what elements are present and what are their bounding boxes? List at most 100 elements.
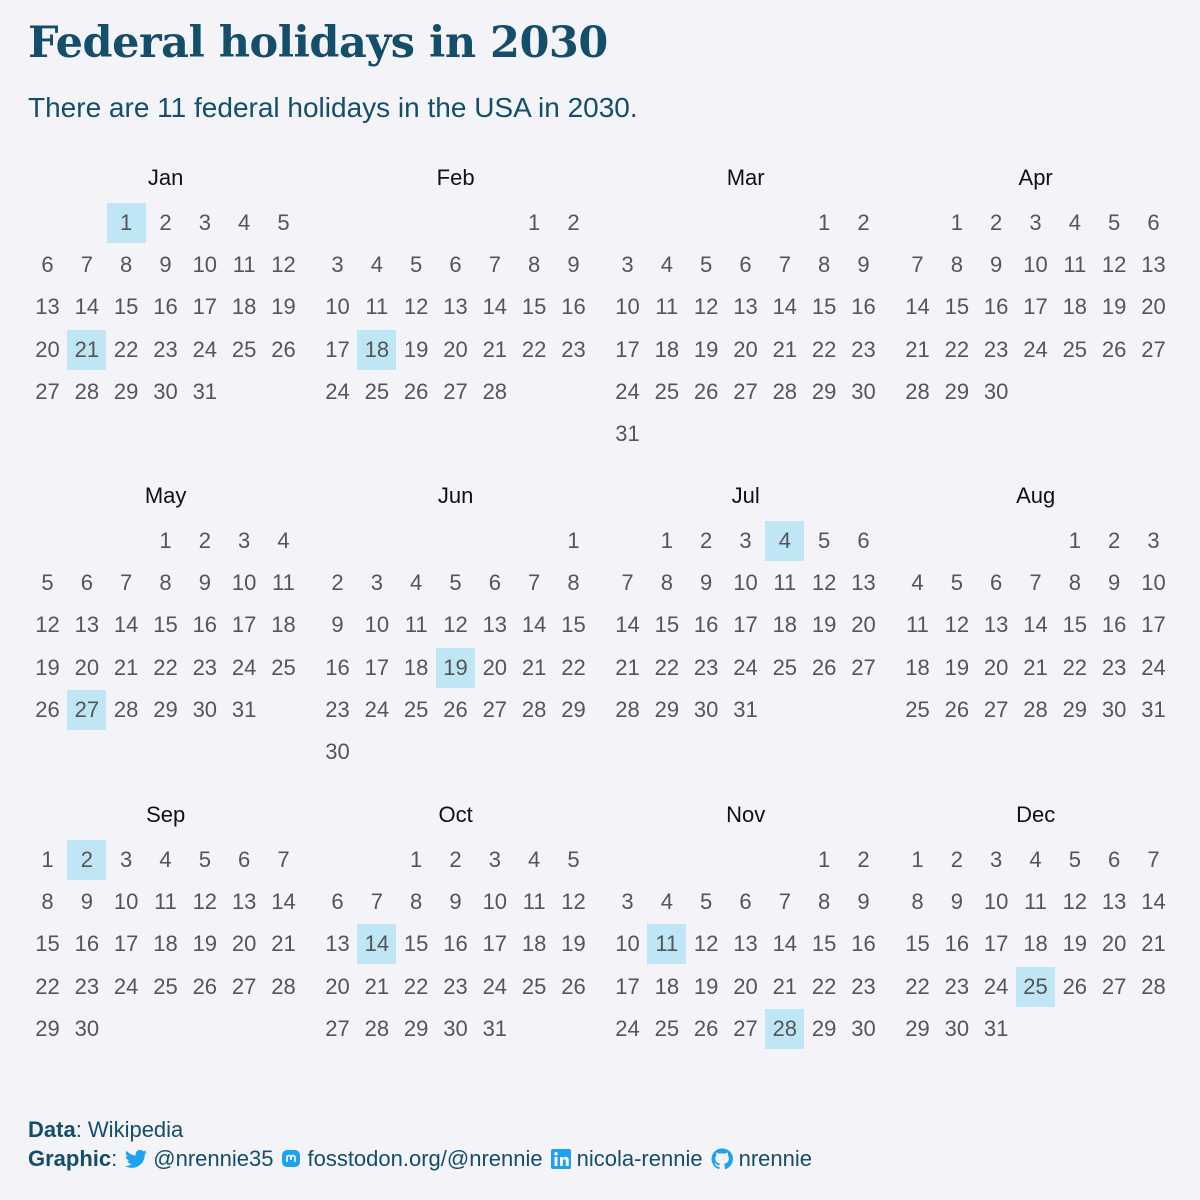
calendar-day: 18 xyxy=(153,931,178,957)
calendar-day: 11 xyxy=(272,570,295,596)
calendar-day: 22 xyxy=(403,973,429,999)
calendar-day: 5 xyxy=(277,210,290,235)
calendar-day: 5 xyxy=(1068,847,1081,872)
calendar-day: 25 xyxy=(654,378,680,404)
calendar-day: 20 xyxy=(983,654,1009,680)
calendar-day: 18 xyxy=(772,612,798,638)
calendar-day: 9 xyxy=(857,889,870,915)
calendar-day: 7 xyxy=(370,889,383,915)
holiday-day: 21 xyxy=(67,329,107,370)
calendar-day: 31 xyxy=(192,378,218,404)
calendar-day: 9 xyxy=(1108,570,1121,596)
calendar-day: 12 xyxy=(403,294,429,320)
calendar-day: 6 xyxy=(1108,847,1121,872)
calendar-day: 5 xyxy=(410,252,423,278)
month-title-apr: Apr xyxy=(1018,165,1053,190)
month-title-jun: Jun xyxy=(437,483,474,508)
calendar-day: 26 xyxy=(35,696,60,722)
graphic-label: Graphic xyxy=(28,1146,112,1171)
calendar-day: 7 xyxy=(1147,847,1160,872)
month-title-jan: Jan xyxy=(147,165,184,190)
calendar-day: 5 xyxy=(950,570,963,596)
calendar-day: 2 xyxy=(857,210,870,235)
calendar-day: 21 xyxy=(271,931,296,957)
calendar-day: 29 xyxy=(654,696,680,722)
calendar-day: 5 xyxy=(449,570,462,596)
calendar-day: 15 xyxy=(654,612,680,638)
calendar-day: 23 xyxy=(74,973,100,999)
calendar-day: 25 xyxy=(772,654,798,680)
calendar-day: 18 xyxy=(271,612,296,638)
calendar-day: 10 xyxy=(733,570,758,596)
calendar-day: 13 xyxy=(733,931,758,957)
calendar-day: 2 xyxy=(331,570,344,596)
calendar-day: 26 xyxy=(693,1015,719,1041)
month-title-nov: Nov xyxy=(726,802,766,827)
calendar-day: 8 xyxy=(1068,570,1081,596)
calendar-day: 8 xyxy=(818,889,831,915)
calendar-day: 28 xyxy=(772,378,798,404)
calendar-day: 7 xyxy=(277,847,290,872)
calendar-day: 17 xyxy=(1141,612,1166,638)
calendar-day: 15 xyxy=(1062,612,1088,638)
calendar-day: 19 xyxy=(35,654,60,680)
calendar-day: 30 xyxy=(1101,696,1127,722)
calendar-day: 2 xyxy=(950,847,963,872)
calendar-day: 22 xyxy=(811,336,837,362)
calendar-day: 10 xyxy=(482,889,508,915)
calendar-day: 17 xyxy=(325,336,350,362)
calendar-day: 22 xyxy=(811,973,837,999)
calendar-day: 14 xyxy=(905,294,930,320)
calendar-day: 5 xyxy=(198,847,211,872)
calendar-day: 19 xyxy=(561,931,586,957)
calendar-grid: Jan 1 2 3 4 5 6 7 8 9 10 11 12 13 14 15 16 17 18 19 20 21 22 23… xyxy=(35,165,1166,1049)
graphic-caption: Graphic: @nrennie35 fosstodon.org/@nrenn… xyxy=(28,1145,812,1173)
calendar-day: 2 xyxy=(198,528,211,553)
calendar-day: 8 xyxy=(410,889,423,915)
calendar-day: 13 xyxy=(35,294,60,320)
data-source: : Wikipedia xyxy=(75,1117,184,1142)
calendar-day: 24 xyxy=(325,378,350,404)
calendar-day: 25 xyxy=(654,1015,680,1041)
calendar-day: 22 xyxy=(944,336,970,362)
calendar-day: 29 xyxy=(35,1015,60,1041)
calendar-day: 23 xyxy=(944,973,970,999)
calendar-day: 30 xyxy=(851,378,876,404)
calendar-day: 10 xyxy=(325,294,350,320)
calendar-day: 28 xyxy=(113,696,139,722)
calendar-day: 27 xyxy=(733,378,758,404)
calendar-day: 1 xyxy=(41,847,54,872)
calendar-day: 29 xyxy=(905,1015,930,1041)
calendar-day: 11 xyxy=(1024,889,1047,915)
calendar-day: 21 xyxy=(772,973,798,999)
calendar-day: 6 xyxy=(449,252,462,278)
calendar-day: 20 xyxy=(482,654,508,680)
calendar-day: 23 xyxy=(192,654,218,680)
calendar-day: 24 xyxy=(1023,336,1048,362)
calendar-day: 29 xyxy=(811,378,837,404)
calendar-day: 15 xyxy=(811,294,837,320)
calendar-day: 14 xyxy=(482,294,508,320)
calendar-day: 30 xyxy=(443,1015,468,1041)
graphic-sep: : xyxy=(111,1146,118,1171)
calendar-day: 13 xyxy=(325,931,350,957)
calendar-day: 1 xyxy=(410,847,423,872)
calendar-day: 18 xyxy=(521,931,547,957)
calendar-day: 4 xyxy=(238,210,251,235)
calendar-day: 24 xyxy=(113,973,139,999)
calendar-day: 27 xyxy=(325,1015,350,1041)
calendar-day: 8 xyxy=(911,889,924,915)
calendar-day: 17 xyxy=(231,612,257,638)
calendar-day: 6 xyxy=(739,252,752,278)
calendar-day: 20 xyxy=(733,973,758,999)
calendar-day: 17 xyxy=(1023,294,1048,320)
calendar-day: 21 xyxy=(1023,654,1048,680)
calendar-day: 14 xyxy=(271,889,296,915)
calendar-day: 9 xyxy=(449,889,462,915)
calendar-day: 24 xyxy=(482,973,508,999)
calendar-day: 6 xyxy=(857,528,870,553)
calendar-day: 2 xyxy=(449,847,462,872)
calendar-day: 3 xyxy=(488,847,501,872)
calendar-day: 11 xyxy=(154,889,177,915)
calendar-day: 19 xyxy=(192,931,218,957)
